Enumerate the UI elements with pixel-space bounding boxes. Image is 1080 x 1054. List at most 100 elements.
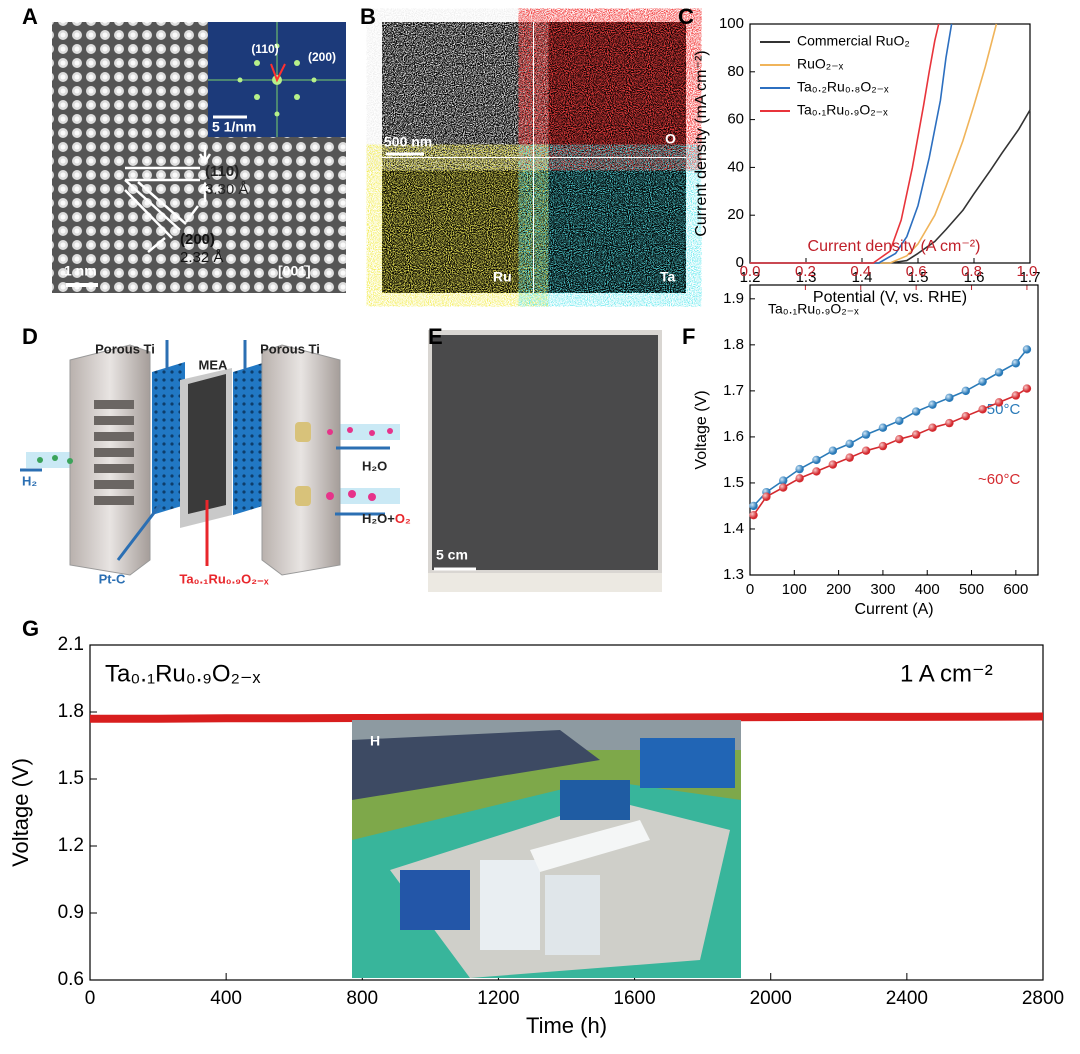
- series-line: [750, 23, 953, 264]
- data-point: [1011, 359, 1021, 368]
- x-tick-label: 1.3: [796, 269, 817, 286]
- data-point: [861, 446, 871, 455]
- data-point: [945, 418, 954, 428]
- data-point: [961, 386, 970, 396]
- anode-label: Ta₀.₁Ru₀.₉O₂₋ₓ: [179, 571, 268, 586]
- panel-a: (110) (200) 5 1/nm (110) 3.30 Å (200) 2.…: [52, 22, 346, 293]
- product-label: H₂O+O₂: [362, 511, 411, 526]
- series-line: [750, 109, 1031, 264]
- data-point: [795, 474, 804, 483]
- data-point: [911, 430, 921, 439]
- data-point: [1022, 384, 1032, 393]
- panel-label: A: [22, 4, 38, 29]
- series-label: ~50°C: [978, 401, 1020, 418]
- data-point: [779, 476, 788, 485]
- data-point: [861, 430, 871, 439]
- plot-frame: [749, 23, 1031, 264]
- panel-label: C: [678, 4, 694, 29]
- annotation: Ta₀.₁Ru₀.₉O₂₋ₓ: [768, 301, 859, 317]
- legend-label: Commercial RuO₂: [797, 33, 910, 49]
- data-point: [911, 407, 921, 416]
- x-tick-label: 600: [1003, 581, 1028, 598]
- y-tick-label: 1.6: [723, 428, 744, 445]
- data-point: [928, 400, 937, 409]
- data-point: [749, 501, 758, 511]
- y-tick-label: 1.2: [58, 835, 84, 856]
- data-point: [895, 416, 904, 425]
- panel-label: H: [370, 733, 380, 749]
- x-tick-label: 0: [746, 581, 754, 598]
- x-tick-label: 800: [346, 988, 378, 1009]
- fft-scale: 5 1/nm: [212, 119, 256, 135]
- porous-ti-label: Porous Ti: [260, 341, 320, 356]
- x2-tick-label: 0.8: [961, 263, 982, 280]
- product-water: H₂O+: [362, 511, 395, 526]
- x-tick-label: 400: [210, 988, 242, 1009]
- panel-label: D: [22, 324, 38, 349]
- x-tick-label: 500: [959, 581, 984, 598]
- x-tick-label: 200: [826, 581, 851, 598]
- sem-image: [382, 22, 533, 157]
- series-line: [750, 23, 998, 264]
- x-tick-label: 1600: [613, 988, 655, 1009]
- y-axis-title: Current density (mA cm⁻²): [693, 50, 710, 236]
- x-tick-label: 1.5: [908, 269, 929, 286]
- x-tick-label: 2800: [1022, 988, 1064, 1009]
- fft-spot: (200): [308, 50, 336, 64]
- y-axis-title: Voltage (V): [8, 758, 33, 867]
- plane-label: (200): [180, 231, 215, 248]
- x2-axis-title: Current density (A cm⁻²): [808, 238, 981, 255]
- x-axis-title: Current (A): [854, 601, 933, 618]
- y-tick-label: 0: [736, 254, 744, 271]
- legend-label: RuO₂₋ₓ: [797, 56, 844, 72]
- element-label: Ta: [660, 269, 676, 285]
- legend-label: Ta₀.₁Ru₀.₉O₂₋ₓ: [797, 102, 888, 118]
- x-tick-label: 100: [782, 581, 807, 598]
- data-point: [828, 446, 838, 455]
- x-tick-label: 300: [870, 581, 895, 598]
- data-point: [878, 423, 888, 432]
- data-point: [878, 441, 888, 451]
- y-tick-label: 60: [727, 111, 744, 128]
- annotation: Ta₀.₁Ru₀.₉O₂₋ₓ: [105, 660, 261, 687]
- spacing-label: 2.32 Å: [180, 249, 223, 266]
- spacing-label: 3.30 Å: [205, 181, 248, 198]
- panel-h: H: [352, 720, 741, 978]
- series-line: [750, 23, 940, 264]
- data-point: [845, 453, 854, 462]
- data-point: [762, 492, 771, 501]
- y-tick-label: 0.6: [58, 969, 84, 990]
- data-point: [978, 377, 987, 386]
- element-label: O: [665, 131, 676, 147]
- x2-tick-label: 0.4: [850, 263, 871, 280]
- data-point: [1022, 345, 1032, 354]
- y-tick-label: 1.8: [58, 701, 84, 722]
- scale-bar-label: 5 cm: [436, 547, 468, 563]
- plot-frame: [749, 284, 1039, 576]
- panel-label: B: [360, 4, 376, 29]
- data-point: [1011, 391, 1021, 400]
- x-tick-label: 1.4: [852, 269, 873, 286]
- cathode-label: Pt-C: [99, 571, 126, 586]
- product-oxygen: O₂: [395, 511, 411, 526]
- panel-label: E: [428, 324, 443, 349]
- x-tick-label: 2400: [886, 988, 928, 1009]
- series-line: [90, 712, 1044, 723]
- panel-label: G: [22, 616, 39, 641]
- y-tick-label: 1.7: [723, 382, 744, 399]
- plane-label: (110): [205, 163, 239, 180]
- element-label: Ru: [493, 269, 512, 285]
- x-tick-label: 2000: [750, 988, 792, 1009]
- series-label: ~60°C: [978, 471, 1020, 488]
- x-tick-label: 1.7: [1020, 269, 1041, 286]
- h2-label: H₂: [22, 473, 37, 488]
- data-point: [779, 483, 788, 492]
- y-tick-label: 1.9: [723, 290, 744, 307]
- panel-e: 5 cm: [428, 330, 662, 592]
- data-point: [812, 467, 821, 476]
- o-map: [534, 22, 686, 157]
- panel-b: 500 nm O Ru Ta: [382, 22, 686, 293]
- y-tick-label: 20: [727, 206, 744, 223]
- data-point: [812, 455, 821, 465]
- data-point: [828, 460, 838, 469]
